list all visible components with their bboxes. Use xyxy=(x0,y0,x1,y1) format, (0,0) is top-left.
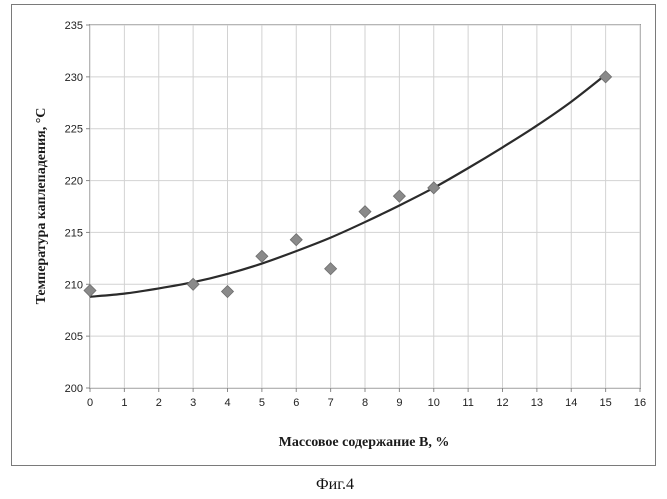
x-tick-label: 10 xyxy=(428,397,440,409)
x-tick-label: 2 xyxy=(156,397,162,409)
x-tick-label: 8 xyxy=(362,397,368,409)
figure-caption: Фиг.4 xyxy=(316,476,354,493)
x-tick-label: 3 xyxy=(190,397,196,409)
x-tick-label: 7 xyxy=(328,397,334,409)
x-tick-label: 4 xyxy=(224,397,230,409)
x-tick-label: 16 xyxy=(634,397,646,409)
y-tick-label: 220 xyxy=(65,176,83,188)
y-tick-label: 205 xyxy=(65,331,83,343)
y-tick-label: 230 xyxy=(65,72,83,84)
x-axis-title: Массовое содержание B, % xyxy=(279,435,450,450)
x-tick-label: 5 xyxy=(259,397,265,409)
x-tick-label: 13 xyxy=(531,397,543,409)
x-tick-label: 0 xyxy=(87,397,93,409)
x-tick-label: 15 xyxy=(600,397,612,409)
x-tick-label: 11 xyxy=(462,397,473,409)
y-tick-label: 235 xyxy=(65,20,83,32)
x-tick-label: 9 xyxy=(396,397,402,409)
x-tick-label: 12 xyxy=(496,397,508,409)
y-tick-label: 215 xyxy=(65,227,83,239)
y-axis-title: Температура каплепадения, °C xyxy=(34,108,49,305)
x-tick-label: 14 xyxy=(565,397,577,409)
x-tick-label: 1 xyxy=(121,397,127,409)
y-tick-label: 225 xyxy=(65,124,83,136)
y-tick-label: 210 xyxy=(65,279,83,291)
y-tick-label: 200 xyxy=(65,383,83,395)
x-tick-label: 6 xyxy=(293,397,299,409)
